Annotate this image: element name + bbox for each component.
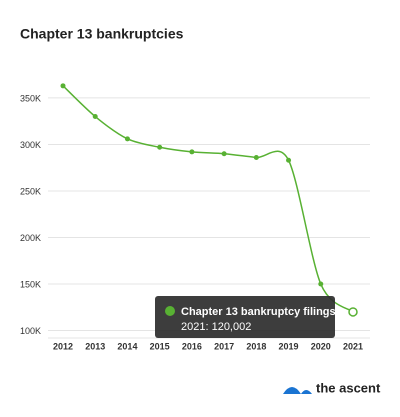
point (253, 154, 259, 160)
point (348, 307, 358, 317)
x-tick-label: 2014 (117, 341, 137, 351)
point (60, 83, 66, 89)
point (189, 149, 195, 155)
x-tick-label: 2015 (150, 341, 170, 351)
x-tick-label: 2017 (214, 341, 234, 351)
x-tick-label: 2012 (53, 341, 73, 351)
point (221, 151, 227, 157)
logo-shape (283, 387, 312, 394)
tooltip: Chapter 13 bankruptcy filings 2021: 120,0… (155, 296, 336, 338)
point (124, 136, 130, 142)
x-tick-label: 2020 (311, 341, 331, 351)
line (62, 85, 354, 313)
x-tick-label: 2013 (85, 341, 105, 351)
y-tick-label: 200K (20, 233, 41, 243)
brand-logo: the ascent (283, 380, 381, 395)
point (318, 281, 324, 287)
tooltip-marker (165, 306, 175, 316)
x-tick-label: 2016 (182, 341, 202, 351)
point (157, 144, 163, 150)
tooltip-box (155, 296, 335, 338)
point (92, 114, 98, 120)
y-tick-label: 250K (20, 186, 41, 196)
brand-name: the ascent (316, 380, 381, 395)
tooltip-value: 2021: 120,002 (181, 321, 251, 333)
x-tick-label: 2018 (246, 341, 266, 351)
chart-title: Chapter 13 bankruptcies (20, 26, 184, 42)
y-tick-label: 150K (20, 279, 41, 289)
tooltip-title: Chapter 13 bankruptcy filings (181, 306, 336, 318)
x-tick-label: 2019 (279, 341, 299, 351)
x-tick-label: 2021 (343, 341, 363, 351)
y-tick-label: 100K (20, 326, 41, 336)
y-tick-label: 350K (20, 93, 41, 103)
y-tick-label: 300K (20, 140, 41, 150)
point (286, 157, 292, 163)
